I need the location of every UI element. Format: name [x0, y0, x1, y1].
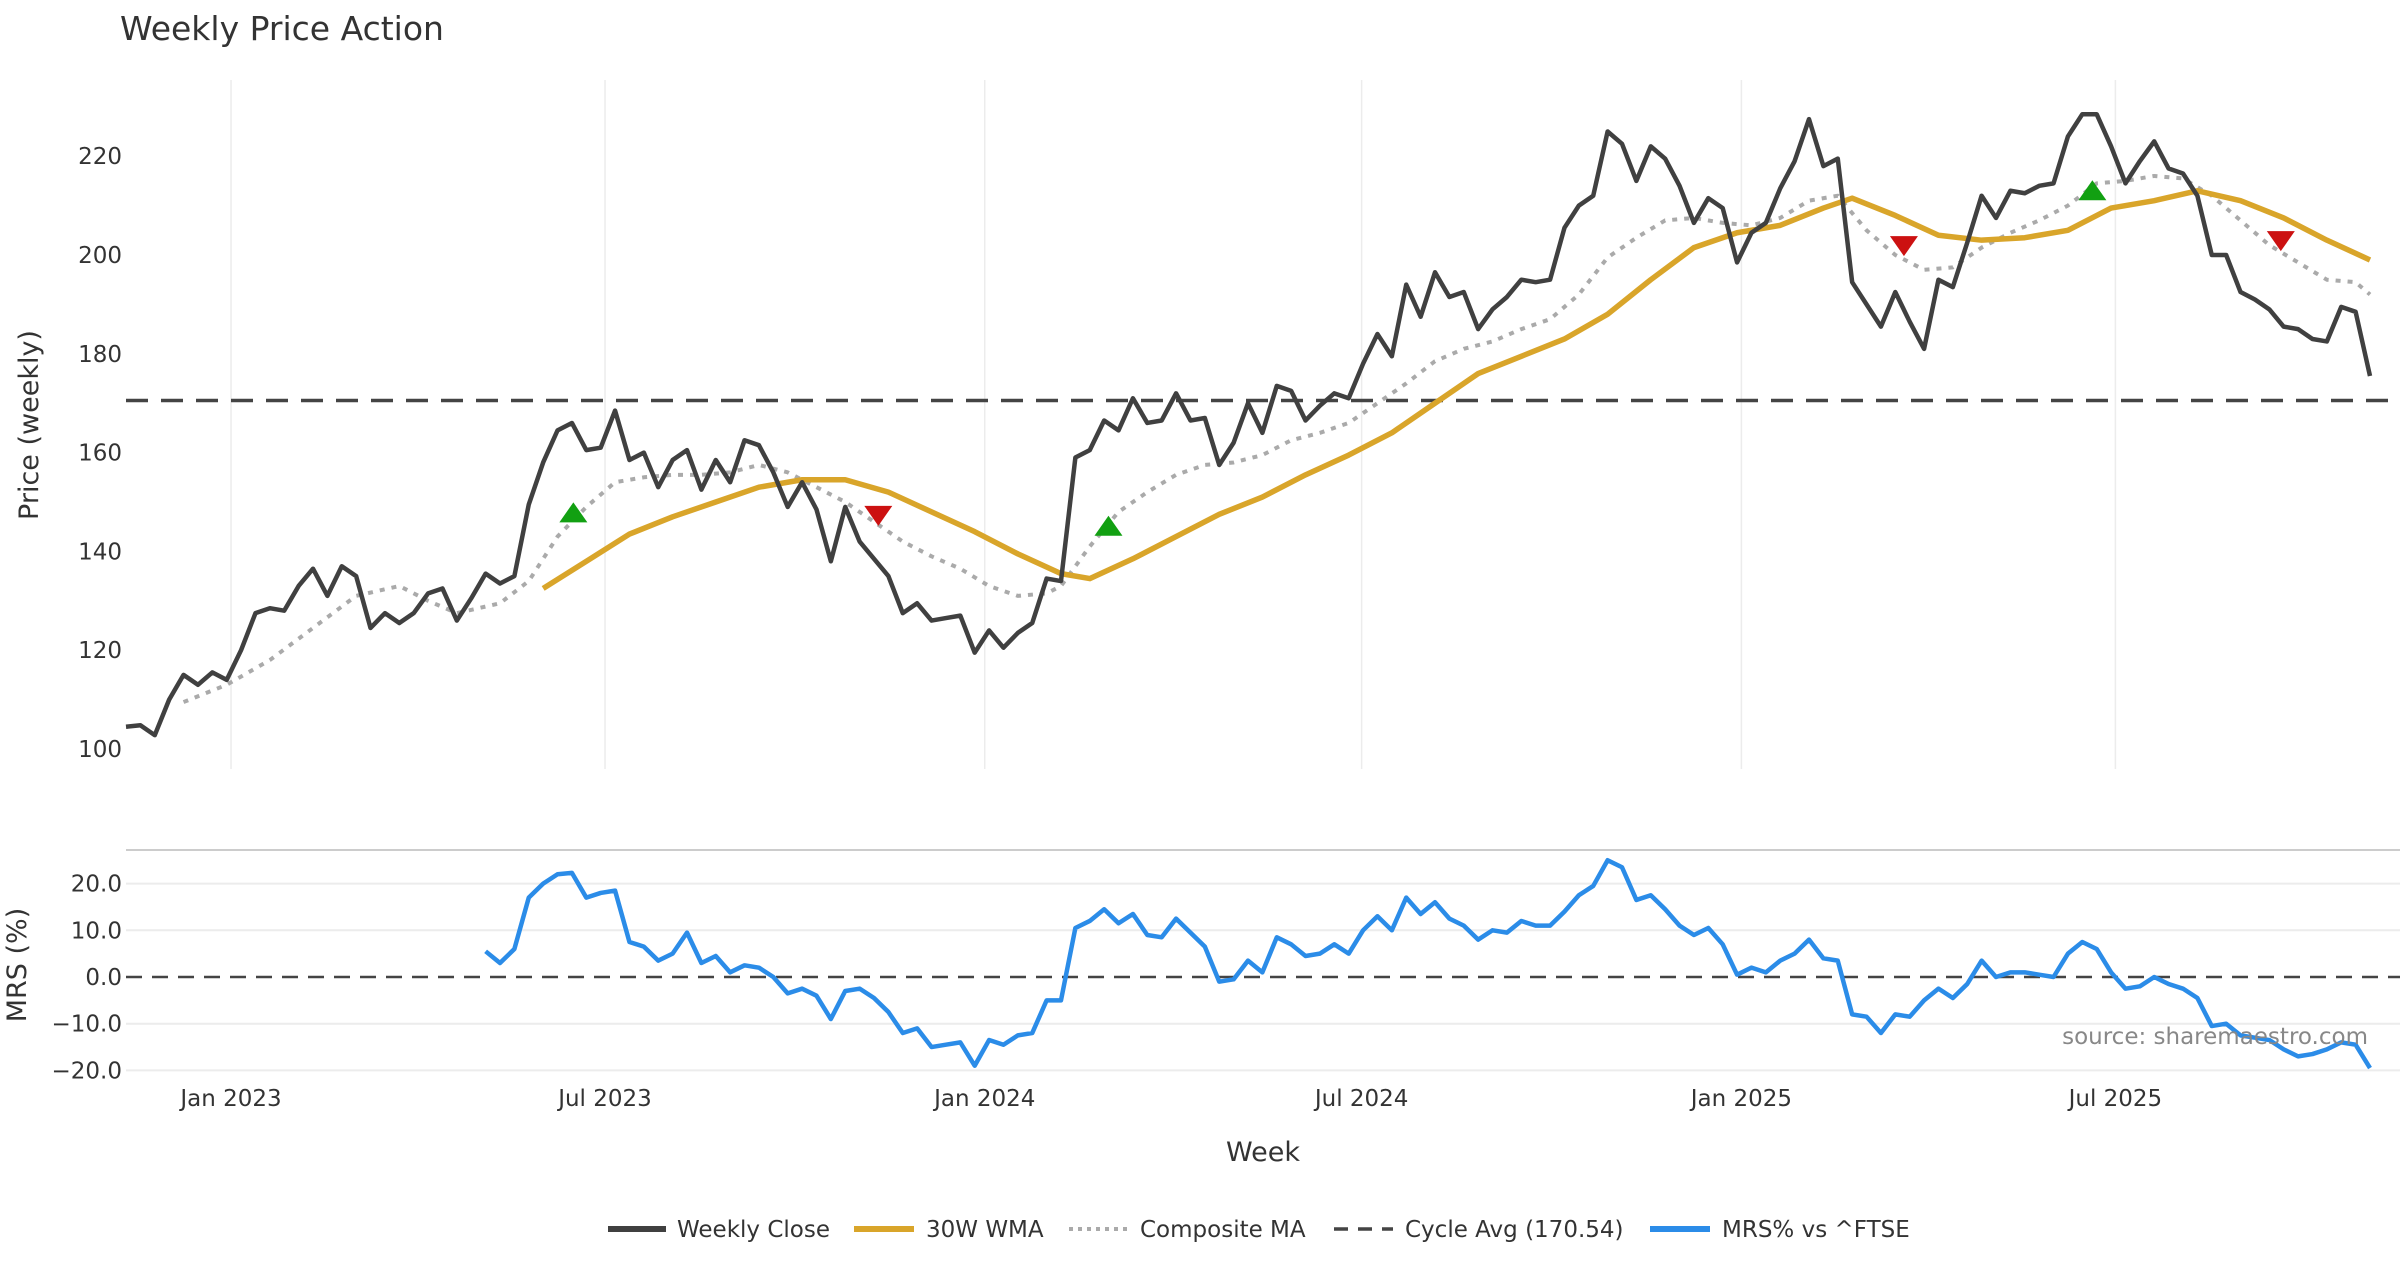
price-series	[125, 111, 2400, 738]
mrs-y-tick-label: 20.0	[71, 872, 122, 898]
price-y-tick-label: 220	[78, 144, 122, 170]
x-tick-label: Jan 2024	[932, 1086, 1035, 1112]
mrs-y-tick-label: −10.0	[52, 1012, 122, 1038]
legend-label-mrs: MRS% vs ^FTSE	[1722, 1217, 1910, 1243]
mrs-grid	[126, 882, 2400, 1072]
price-y-label: Price (weekly)	[14, 330, 45, 520]
mrs-y-ticks: 20.0 10.0 0.0 −10.0 −20.0	[52, 872, 122, 1085]
sell-signal-marker	[2266, 231, 2295, 252]
price-y-tick-label: 200	[78, 243, 122, 269]
legend-label-composite-ma: Composite MA	[1140, 1217, 1306, 1243]
price-y-tick-label: 160	[78, 441, 122, 467]
price-grid	[230, 80, 2117, 769]
buy-signal-marker	[559, 502, 588, 523]
legend-label-wma: 30W WMA	[926, 1217, 1044, 1243]
chart-title: Weekly Price Action	[120, 9, 444, 48]
wma-30w-line	[541, 188, 2372, 591]
sell-signal-marker	[864, 505, 893, 526]
price-y-tick-label: 120	[78, 638, 122, 664]
x-tick-label: Jul 2025	[2067, 1086, 2163, 1112]
price-y-tick-label: 140	[78, 539, 122, 565]
x-tick-label: Jan 2025	[1689, 1086, 1792, 1112]
x-axis-label: Week	[1226, 1137, 1300, 1168]
x-tick-label: Jan 2023	[178, 1086, 281, 1112]
mrs-y-tick-label: 0.0	[85, 965, 122, 991]
x-tick-label: Jul 2023	[556, 1086, 652, 1112]
legend-label-cycle-avg: Cycle Avg (170.54)	[1405, 1217, 1624, 1243]
buy-signal-marker	[1094, 515, 1123, 536]
legend-label-weekly-close: Weekly Close	[677, 1217, 830, 1243]
mrs-y-tick-label: 10.0	[71, 918, 122, 944]
legend: Weekly Close 30W WMA Composite MA Cycle …	[608, 1217, 1910, 1243]
mrs-y-label: MRS (%)	[2, 908, 33, 1023]
mrs-y-tick-label: −20.0	[52, 1058, 122, 1084]
buy-signal-marker	[2078, 180, 2107, 201]
signal-markers	[559, 180, 2295, 536]
x-ticks: Jan 2023 Jul 2023 Jan 2024 Jul 2024 Jan 2025…	[178, 1086, 2162, 1112]
x-tick-label: Jul 2024	[1313, 1086, 1409, 1112]
weekly-close-line	[125, 111, 2373, 738]
sell-signal-marker	[1889, 236, 1918, 257]
mrs-series	[484, 858, 2372, 1070]
source-annotation: source: sharemaestro.com	[2062, 1024, 2368, 1050]
composite-ma-line	[182, 173, 2372, 704]
mrs-line	[484, 858, 2372, 1070]
price-y-tick-label: 180	[78, 342, 122, 368]
price-y-tick-label: 100	[78, 737, 122, 763]
price-y-ticks: 100 120 140 160 180 200 220	[78, 144, 122, 763]
